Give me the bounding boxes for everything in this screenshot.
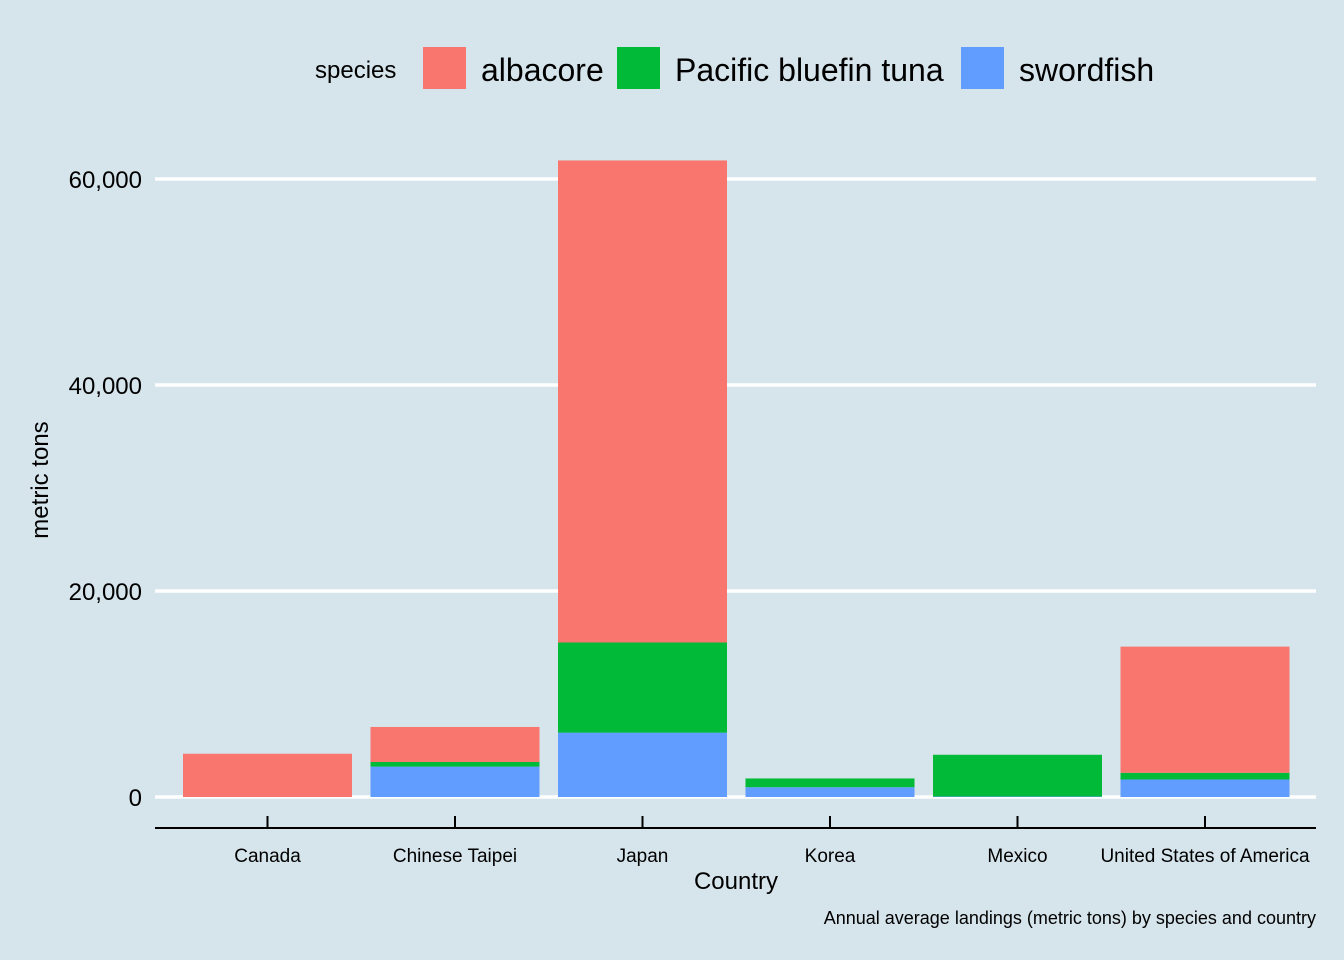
legend-label: Pacific bluefin tuna [675,52,944,88]
y-tick-label: 0 [129,785,142,812]
bar-segment-albacore [1120,646,1290,773]
legend-key-swordfish [961,47,1004,89]
chart-caption: Annual average landings (metric tons) by… [824,908,1316,928]
legend-label: albacore [481,52,604,88]
legend-key-pacific-bluefin-tuna [617,47,660,89]
bar-segment-pacific-bluefin-tuna [1120,772,1290,780]
y-tick-label: 60,000 [69,167,142,194]
bar-segment-albacore [183,753,352,797]
legend-label: swordfish [1019,52,1154,88]
bar-segment-pacific-bluefin-tuna [745,778,915,788]
bar-segment-swordfish [1120,779,1290,797]
legend: species albacore Pacific bluefin tuna swor… [315,47,1154,89]
bar-segment-albacore [558,160,727,643]
x-axis-title: Country [694,868,778,895]
bar-segment-pacific-bluefin-tuna [370,761,540,767]
bar-segment-swordfish [745,787,915,797]
legend-title: species [315,57,396,84]
legend-key-albacore [423,47,466,89]
bars [183,160,1290,797]
x-tick-label: Chinese Taipei [393,846,517,867]
x-tick-label: Japan [617,846,669,867]
y-tick-label: 20,000 [69,579,142,606]
y-tick-label: 40,000 [69,373,142,400]
x-tick-label: Mexico [987,846,1047,867]
bar-segment-swordfish [558,732,727,797]
x-tick-label: Canada [234,846,301,867]
bar-segment-albacore [370,726,540,762]
bar-segment-swordfish [370,766,540,797]
x-tick-label: Korea [805,846,856,867]
y-axis-tick-labels: 0 20,000 40,000 60,000 [69,167,142,812]
x-tick-label: United States of America [1100,846,1310,867]
x-axis: Canada Chinese Taipei Japan Korea Mexico Unit… [155,816,1316,867]
bar-segment-swordfish [933,796,1102,797]
bar-segment-pacific-bluefin-tuna [558,642,727,733]
y-axis-title: metric tons [27,421,54,538]
bar-segment-pacific-bluefin-tuna [933,754,1102,797]
